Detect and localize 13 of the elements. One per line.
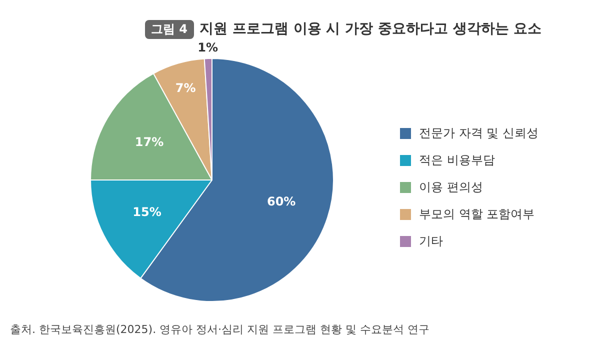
data-label: 17% <box>134 135 164 150</box>
legend-label: 부모의 역할 포함여부 <box>418 206 536 223</box>
data-label: 60% <box>266 194 296 209</box>
legend-label: 적은 비용부담 <box>418 152 496 169</box>
caption: 그림 4 <box>145 20 194 39</box>
chart-title: 지원 프로그램 이용 시 가장 중요하다고 생각하는 요소 <box>200 21 542 37</box>
legend-label: 기타 <box>418 233 444 250</box>
data-label: 7% <box>175 81 196 96</box>
data-label: 1% <box>198 40 218 55</box>
legend-label: 이용 편의성 <box>418 179 484 196</box>
source-note: 출처. 한국보육진흥원(2025). 영유아 정서·심리 지원 프로그램 현황 및 수요분석 연구 <box>10 322 430 337</box>
legend-label: 전문가 자격 및 신뢰성 <box>418 125 538 142</box>
data-label: 15% <box>132 205 162 220</box>
